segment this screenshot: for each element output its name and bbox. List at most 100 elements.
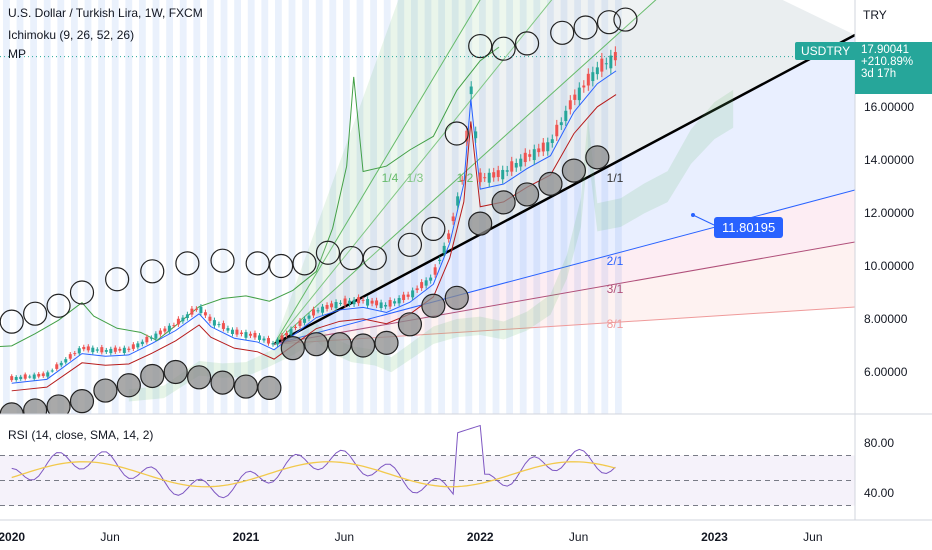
mp-circle	[573, 15, 598, 40]
candle-body	[537, 148, 541, 153]
candle-body	[582, 85, 586, 88]
candle-body	[136, 343, 140, 348]
fan-line	[273, 0, 481, 345]
session-stripe	[411, 0, 418, 414]
candle-body	[496, 170, 500, 178]
candle-body	[275, 339, 279, 345]
mp-circle	[538, 171, 563, 196]
candle-body	[64, 359, 68, 363]
last-price-value: 17.90041	[861, 44, 909, 56]
candle-body	[442, 245, 446, 254]
session-stripe	[587, 0, 595, 414]
session-stripe	[111, 0, 119, 414]
candle-body	[257, 335, 261, 340]
mp-circle	[105, 267, 130, 292]
candle-body	[505, 170, 509, 172]
candle-body	[447, 233, 451, 240]
candle-body	[613, 52, 617, 61]
rsi-tick-label: 80.00	[864, 436, 894, 450]
candle-body	[122, 347, 126, 353]
candle-body	[28, 376, 32, 378]
mp-legend[interactable]: MP	[8, 47, 26, 61]
candle-body	[514, 162, 518, 168]
mp-circle	[613, 7, 638, 32]
candle-body	[95, 349, 99, 351]
candle-body	[424, 280, 428, 286]
candle-body	[303, 318, 307, 323]
rsi-legend[interactable]: RSI (14, close, SMA, 14, 2)	[8, 428, 154, 442]
candle-body	[46, 372, 50, 377]
session-stripe	[152, 0, 160, 414]
candle-body	[375, 300, 379, 306]
mp-circle	[140, 259, 165, 284]
candle-body	[586, 73, 590, 86]
session-stripe	[139, 0, 146, 414]
mp-circle	[561, 158, 587, 183]
last-price-countdown: 3d 17h	[861, 68, 897, 80]
candle-body	[10, 376, 14, 381]
candle-body	[149, 337, 153, 339]
session-stripe	[519, 0, 527, 414]
candle-body	[361, 299, 365, 301]
mp-circle	[362, 245, 387, 271]
candle-body	[271, 343, 275, 345]
candle-body	[208, 316, 212, 321]
mp-circle	[421, 293, 446, 318]
x-tick-label: 2022	[467, 530, 494, 544]
mp-circle	[444, 285, 469, 310]
mp-circle	[210, 370, 235, 395]
session-stripe	[234, 0, 241, 414]
candle-body	[460, 179, 464, 181]
candle-body	[244, 332, 248, 338]
last-price-tag[interactable]: 17.90041 +210.89% 3d 17h	[855, 42, 932, 94]
ichimoku-legend[interactable]: Ichimoku (9, 26, 52, 26)	[8, 28, 135, 42]
candle-body	[501, 169, 505, 180]
candle-body	[262, 338, 266, 341]
future-area	[625, 0, 855, 414]
session-stripe	[43, 0, 51, 414]
candle-body	[343, 298, 347, 305]
fan-label: 1/4	[382, 171, 399, 185]
y-tick-label: 8.00000	[864, 312, 908, 326]
y-tick-label: 14.00000	[864, 153, 914, 167]
fan-label: 3/1	[607, 282, 624, 296]
mp-circle	[397, 312, 423, 337]
ticker-tag[interactable]: USDTRY	[795, 42, 857, 60]
mp-circle	[374, 330, 399, 355]
candle-body	[384, 304, 388, 307]
candle-body	[609, 55, 613, 69]
candle-body	[235, 329, 239, 335]
candle-body	[532, 149, 536, 161]
candle-body	[131, 344, 135, 349]
mp-circle	[245, 251, 270, 276]
candle-body	[546, 142, 550, 152]
fan-label: 1/2	[457, 171, 474, 185]
symbol-legend[interactable]: U.S. Dollar / Turkish Lira, 1W, FXCM	[8, 6, 203, 20]
mp-circle	[304, 332, 329, 357]
y-tick-label: 12.00000	[864, 206, 914, 220]
mp-circle	[93, 378, 118, 403]
mp-circle	[350, 333, 376, 358]
currency-label: TRY	[863, 8, 887, 22]
candle-body	[140, 341, 144, 345]
candle-body	[176, 318, 180, 325]
candle-body	[559, 122, 563, 126]
session-stripe	[533, 0, 541, 414]
measure-label[interactable]: 11.80195	[714, 217, 784, 238]
y-tick-label: 10.00000	[864, 259, 914, 273]
candle-body	[429, 277, 433, 281]
candle-body	[294, 326, 298, 328]
session-stripe	[98, 0, 105, 414]
mp-circle	[514, 182, 540, 207]
x-tick-label: Jun	[100, 530, 119, 544]
mp-circle	[491, 36, 516, 61]
candle-body	[415, 288, 419, 291]
rsi-line	[11, 424, 616, 499]
session-stripe	[615, 0, 622, 414]
session-stripe	[247, 0, 255, 414]
candle-body	[55, 364, 59, 369]
mp-circle	[268, 253, 294, 279]
candle-body	[379, 302, 383, 309]
session-stripe	[207, 0, 214, 414]
